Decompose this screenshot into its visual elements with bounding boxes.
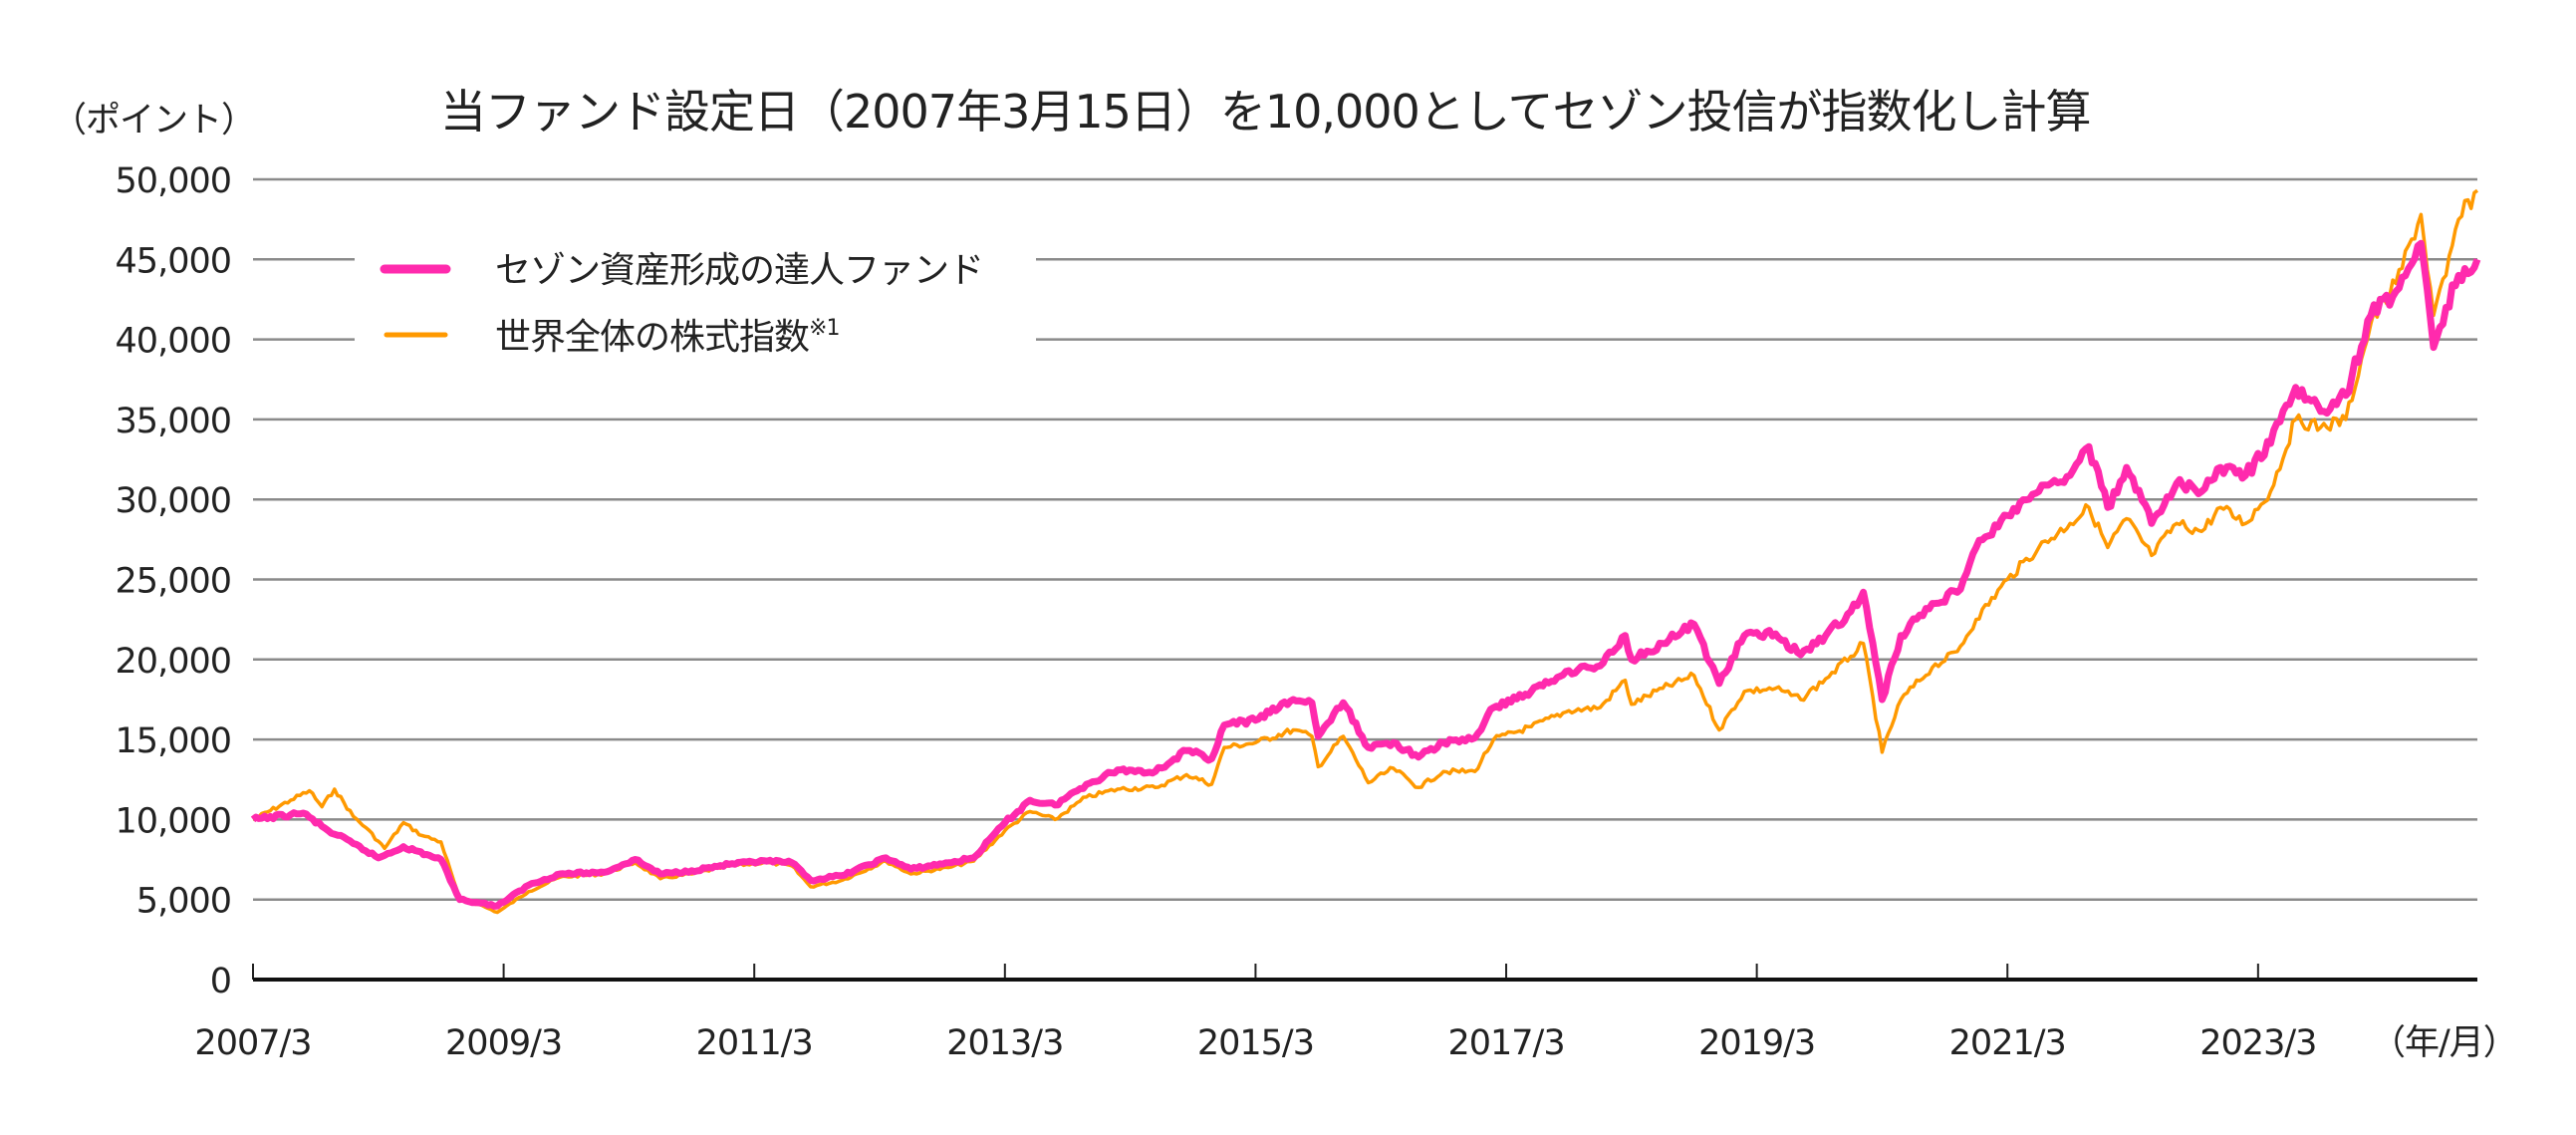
x-tick-label: 2021/3 xyxy=(1949,1023,2066,1063)
legend: セゾン資産形成の達人ファンド 世界全体の株式指数※1 xyxy=(380,250,984,358)
legend-footnote-mark: ※1 xyxy=(809,316,839,341)
y-tick-label: 45,000 xyxy=(116,241,231,281)
chart-title: 当ファンド設定日（2007年3月15日）を10,000としてセゾン投信が指数化し… xyxy=(440,85,2090,139)
x-tick-label: 2011/3 xyxy=(696,1023,813,1063)
y-tick-label: 35,000 xyxy=(116,402,231,441)
x-tick-label: 2017/3 xyxy=(1447,1023,1564,1063)
x-tick-labels: 2007/3 2009/3 2011/3 2013/3 2015/3 2017/3 2019… xyxy=(194,1023,2317,1063)
x-tick-label: 2023/3 xyxy=(2199,1023,2316,1063)
x-tick-label: 2015/3 xyxy=(1197,1023,1314,1063)
y-axis-label: （ポイント） xyxy=(52,101,255,141)
x-tick-label: 2009/3 xyxy=(445,1023,562,1063)
gridlines xyxy=(252,177,2477,980)
legend-label-fund: セゾン資産形成の達人ファンド xyxy=(495,250,983,291)
legend-background xyxy=(355,234,1036,352)
y-tick-label: 10,000 xyxy=(116,801,231,841)
legend-label-index-name: 世界全体の株式指数 xyxy=(495,317,809,358)
y-tick-label: 50,000 xyxy=(116,161,231,201)
y-tick-label: 0 xyxy=(210,962,231,1001)
series-lines xyxy=(250,188,2481,915)
y-tick-label: 20,000 xyxy=(116,642,231,682)
y-tick-label: 5,000 xyxy=(136,882,231,922)
x-axis-label: （年/月） xyxy=(2371,1023,2517,1063)
x-tick-label: 2019/3 xyxy=(1698,1023,1815,1063)
y-tick-label: 30,000 xyxy=(116,481,231,521)
legend-label-index: 世界全体の株式指数※1 xyxy=(495,316,839,358)
y-tick-label: 15,000 xyxy=(116,721,231,761)
series-line-fund xyxy=(250,239,2481,910)
x-tick-label: 2007/3 xyxy=(194,1023,311,1063)
y-tick-label: 40,000 xyxy=(116,322,231,362)
y-tick-label: 25,000 xyxy=(116,562,231,602)
y-tick-labels: 0 5,000 10,000 15,000 20,000 25,000 30,000 35,0… xyxy=(116,161,232,1001)
x-tick-label: 2013/3 xyxy=(946,1023,1063,1063)
